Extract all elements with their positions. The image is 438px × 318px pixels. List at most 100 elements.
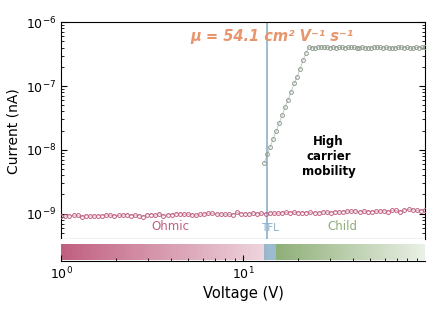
Bar [291,245,293,260]
Bar [330,245,333,260]
Bar [243,245,246,260]
Bar [373,245,375,260]
Bar [338,245,340,260]
Bar [395,245,398,260]
Bar [413,245,415,260]
Bar [358,245,360,260]
Bar [333,245,336,260]
Bar [311,245,313,260]
Bar [398,245,400,260]
Bar [178,245,181,260]
Bar [336,245,338,260]
Y-axis label: Current (nA): Current (nA) [7,88,21,174]
Bar [288,245,291,260]
X-axis label: Voltage (V): Voltage (V) [203,287,283,301]
Bar [264,245,276,260]
Bar [325,245,328,260]
Bar [370,245,373,260]
Text: TFL: TFL [261,223,279,232]
Bar [215,245,219,260]
Bar [263,245,267,260]
Bar [61,245,65,260]
Bar [328,245,330,260]
Bar [365,245,367,260]
Bar [315,245,318,260]
Bar [75,245,78,260]
Bar [360,245,363,260]
Bar [303,245,306,260]
Bar [415,245,417,260]
Bar [89,245,92,260]
Bar [208,245,212,260]
Bar [276,245,278,260]
Bar [95,245,99,260]
Bar [147,245,150,260]
Bar [68,245,71,260]
Bar [137,245,140,260]
Bar [195,245,198,260]
Bar [113,245,116,260]
Bar [375,245,378,260]
Bar [65,245,68,260]
Bar [286,245,288,260]
Bar [184,245,188,260]
Bar [130,245,133,260]
Bar [253,245,257,260]
Bar [240,245,243,260]
Text: High
carrier
mobility: High carrier mobility [302,135,355,178]
Text: μ = 54.1 cm² V⁻¹ s⁻¹: μ = 54.1 cm² V⁻¹ s⁻¹ [191,29,354,44]
Bar [298,245,300,260]
Bar [92,245,95,260]
Bar [140,245,144,260]
Bar [260,245,263,260]
Bar [363,245,365,260]
Bar [420,245,422,260]
Bar [236,245,240,260]
Bar [250,245,253,260]
Bar [296,245,298,260]
Bar [202,245,205,260]
Bar [383,245,385,260]
Bar [348,245,350,260]
Bar [205,245,208,260]
Bar [400,245,403,260]
Bar [167,245,171,260]
Bar [367,245,370,260]
Bar [116,245,120,260]
Bar [350,245,353,260]
Text: Ohmic: Ohmic [152,219,190,232]
Bar [323,245,325,260]
Bar [161,245,164,260]
Bar [293,245,296,260]
Bar [99,245,102,260]
Bar [281,245,283,260]
Text: Child: Child [327,219,357,232]
Bar [306,245,308,260]
Bar [378,245,380,260]
Bar [405,245,407,260]
Bar [313,245,315,260]
Bar [198,245,202,260]
Bar [222,245,226,260]
Bar [82,245,85,260]
Bar [355,245,358,260]
Bar [171,245,174,260]
Bar [164,245,167,260]
Bar [150,245,154,260]
Bar [257,245,260,260]
Bar [283,245,286,260]
Bar [219,245,222,260]
Bar [154,245,157,260]
Bar [343,245,345,260]
Bar [403,245,405,260]
Bar [71,245,75,260]
Bar [390,245,392,260]
Bar [422,245,425,260]
Bar [246,245,250,260]
Bar [229,245,233,260]
Bar [191,245,195,260]
Bar [417,245,420,260]
Bar [144,245,147,260]
Bar [392,245,395,260]
Bar [188,245,191,260]
